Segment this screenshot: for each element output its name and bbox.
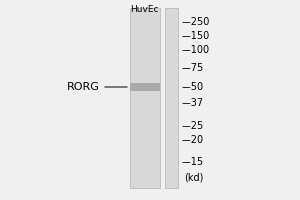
Bar bbox=[130, 8, 160, 188]
Text: ––25: ––25 bbox=[182, 121, 204, 131]
Text: ––37: ––37 bbox=[182, 98, 204, 108]
Bar bbox=[165, 8, 178, 188]
Bar bbox=[130, 83, 160, 91]
Text: (kd): (kd) bbox=[184, 172, 203, 182]
Text: ––250: ––250 bbox=[182, 17, 210, 27]
Text: ––20: ––20 bbox=[182, 135, 204, 145]
Text: ––15: ––15 bbox=[182, 157, 204, 167]
Text: ––50: ––50 bbox=[182, 82, 204, 92]
Text: RORG: RORG bbox=[67, 82, 100, 92]
Text: ––75: ––75 bbox=[182, 63, 204, 73]
Text: ––150: ––150 bbox=[182, 31, 210, 41]
Text: ––100: ––100 bbox=[182, 45, 210, 55]
Text: HuvEc: HuvEc bbox=[130, 5, 158, 14]
